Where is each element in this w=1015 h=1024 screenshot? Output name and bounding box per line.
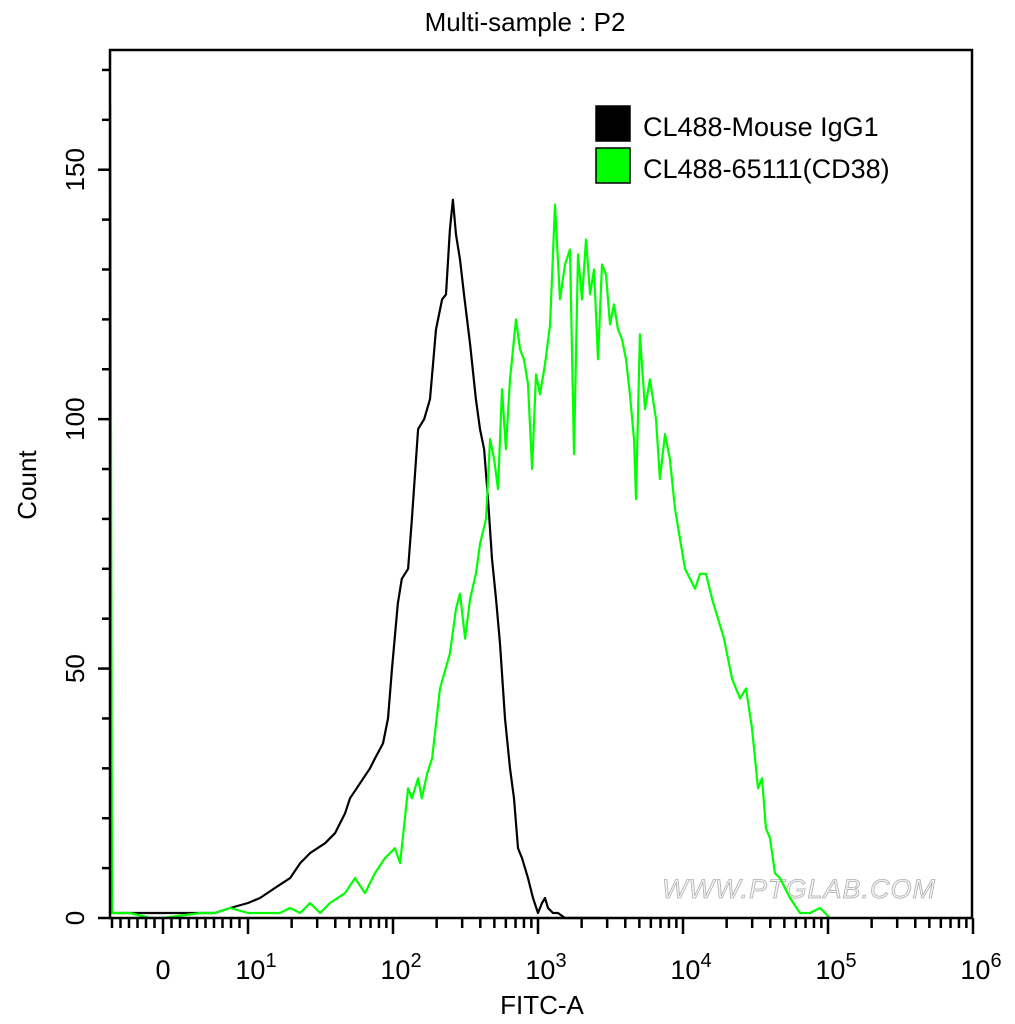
series-layer <box>109 104 831 920</box>
y-tick-label: 0 <box>60 911 90 925</box>
x-tick-label: 0 <box>155 955 170 985</box>
legend-swatch <box>595 147 631 184</box>
x-tick-label: 101 <box>235 950 276 985</box>
y-tick-label: 50 <box>60 654 90 683</box>
x-tick-label: 106 <box>960 950 1001 985</box>
x-axis-label: FITC-A <box>500 990 584 1020</box>
series-line-2 <box>109 104 831 920</box>
legend-swatch <box>595 105 631 142</box>
legend: CL488-Mouse IgG1 CL488-65111(CD38) <box>595 105 890 184</box>
x-tick-label: 104 <box>670 950 711 985</box>
y-axis-label: Count <box>12 450 42 520</box>
x-tick-label: 105 <box>815 950 856 985</box>
legend-label: CL488-Mouse IgG1 <box>643 112 879 142</box>
watermark: WWW.PTGLAB.COM <box>662 874 936 904</box>
axes-layer: 0 50 100 150 0 101 102 103 104 105 106 <box>60 68 1002 985</box>
y-tick-label: 150 <box>60 148 90 191</box>
y-tick-label: 100 <box>60 397 90 440</box>
chart-title: Multi-sample : P2 <box>425 7 626 37</box>
series-line-1 <box>110 198 601 920</box>
legend-label: CL488-65111(CD38) <box>643 154 890 184</box>
x-tick-label: 102 <box>380 950 421 985</box>
plot-frame <box>108 48 974 920</box>
x-tick-label: 103 <box>525 950 566 985</box>
